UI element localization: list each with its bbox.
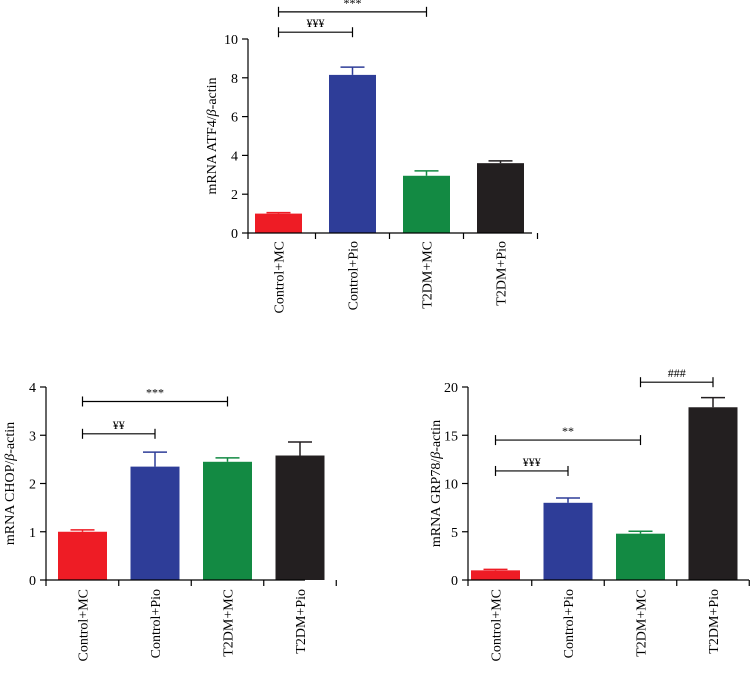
- category-label-0: Control+MC: [490, 589, 505, 661]
- sig-label-1: **: [562, 424, 574, 438]
- category-label-3: T2DM+Pio: [707, 589, 722, 654]
- y-tick-label-2: 2: [29, 478, 36, 493]
- grp78-chart: 0 5 10 15 20 Control+MC Control+Pio T2DM+MC T2DM…: [429, 366, 750, 661]
- chop-chart: 0 1 2 3 4 Control+MC Control+Pio T2DM+MC T2DM+Pi…: [3, 381, 337, 661]
- bar-0: [255, 213, 302, 233]
- y-title-beta: β: [3, 454, 18, 462]
- y-tick-label-1: 2: [231, 188, 238, 203]
- category-label-0: Control+MC: [273, 241, 288, 313]
- bar-1: [543, 502, 593, 580]
- sig-label-0: ¥¥: [113, 418, 125, 432]
- bar-1: [130, 466, 180, 580]
- bar-2: [403, 175, 450, 233]
- bar-3: [688, 407, 738, 580]
- category-label-1: Control+Pio: [562, 589, 577, 658]
- sig-label-1: ***: [344, 0, 362, 10]
- category-label-2: T2DM+MC: [635, 589, 650, 657]
- bar-2: [616, 533, 665, 580]
- y-title-prefix: mRNA CHOP/: [3, 461, 18, 546]
- category-label-1: Control+Pio: [347, 241, 362, 310]
- y-tick-label-1: 5: [451, 526, 458, 541]
- sig-label-2: ###: [668, 366, 686, 380]
- y-title-suffix: -actin: [3, 422, 18, 454]
- sig-label-1: ***: [146, 385, 164, 399]
- y-title-suffix: -actin: [205, 77, 220, 109]
- atf4-chart: 0 2 4 6 8 10 Control+MC Control+Pio T2DM+MC T2DM+…: [205, 0, 539, 313]
- bar-0: [58, 531, 107, 580]
- sig-label-0: ¥¥¥: [523, 455, 541, 469]
- y-tick-label-4: 4: [29, 381, 36, 396]
- y-tick-label-5: 10: [224, 33, 238, 48]
- y-tick-label-4: 20: [444, 381, 458, 396]
- category-label-3: T2DM+Pio: [495, 241, 510, 306]
- y-tick-label-0: 0: [451, 574, 458, 589]
- category-label-2: T2DM+MC: [421, 241, 436, 309]
- bar-0: [471, 570, 520, 580]
- category-label-1: Control+Pio: [149, 589, 164, 658]
- y-tick-label-2: 4: [231, 149, 238, 164]
- category-label-2: T2DM+MC: [222, 589, 237, 657]
- y-tick-label-0: 0: [231, 227, 238, 242]
- category-label-0: Control+MC: [77, 589, 92, 661]
- y-title-suffix: -actin: [429, 420, 444, 452]
- y-title-beta: β: [205, 109, 220, 117]
- y-axis-title: mRNA CHOP/β-actin: [3, 422, 18, 545]
- bar-2: [203, 461, 252, 580]
- y-tick-label-2: 10: [444, 478, 458, 493]
- y-title-beta: β: [429, 452, 444, 460]
- y-title-prefix: mRNA GRP78/: [429, 459, 444, 547]
- bar-1: [329, 74, 376, 233]
- y-tick-label-4: 8: [231, 72, 238, 87]
- sig-label-0: ¥¥¥: [307, 16, 325, 30]
- y-title-prefix: mRNA ATF4/: [205, 116, 220, 194]
- y-axis-title: mRNA ATF4/β-actin: [205, 77, 220, 194]
- y-tick-label-3: 15: [444, 429, 458, 444]
- y-tick-label-3: 6: [231, 111, 238, 126]
- y-axis-title: mRNA GRP78/β-actin: [429, 420, 444, 547]
- category-label-3: T2DM+Pio: [294, 589, 309, 654]
- bar-3: [275, 455, 325, 580]
- y-tick-label-0: 0: [29, 574, 36, 589]
- bar-3: [477, 163, 524, 233]
- y-tick-label-1: 1: [29, 526, 36, 541]
- y-tick-label-3: 3: [29, 429, 36, 444]
